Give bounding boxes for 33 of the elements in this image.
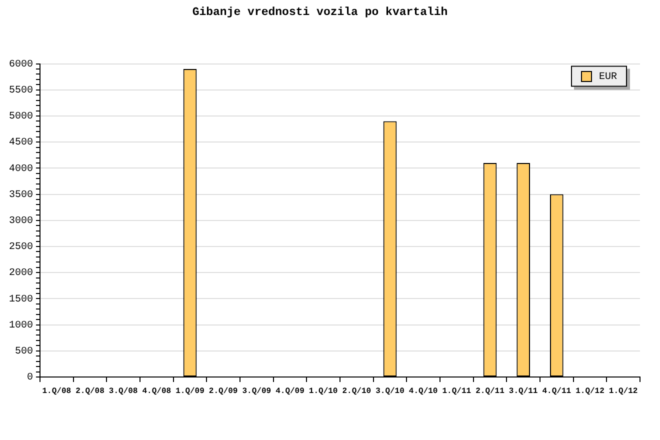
x-tick-label: 4.Q/08 [142,386,172,396]
x-tick-label: 3.Q/10 [376,386,405,396]
y-tick-label: 1500 [8,294,33,306]
x-tick-label: 1.Q/12 [608,386,638,396]
x-tick-label: 1.Q/11 [442,386,472,396]
y-tick-label: 3000 [8,216,33,228]
x-tick-label: 3.Q/11 [508,386,538,396]
x-tick-label: 3.Q/08 [108,386,138,396]
x-tick-label: 4.Q/11 [542,386,572,396]
x-tick-label: 1.Q/10 [308,386,338,396]
x-tick-label: 2.Q/10 [342,386,372,396]
y-tick-label: 5000 [8,112,33,123]
x-tick-label: 2.Q/09 [208,386,238,396]
y-tick-label: 4500 [8,138,33,149]
chart-title: Gibanje vrednosti vozila po kvartalih [192,6,448,19]
y-tick-label: 6000 [8,59,33,70]
y-tick-label: 2000 [8,268,33,280]
y-tick-label: 3500 [8,190,33,201]
x-tick-label: 1.Q/12 [576,386,605,396]
legend-label: EUR [599,72,618,83]
y-tick-label: 4000 [8,164,33,175]
x-tick-label: 2.Q/08 [76,386,105,396]
x-tick-label: 1.Q/08 [42,386,72,396]
y-tick-label: 500 [14,346,33,358]
x-tick-label: 1.Q/09 [176,386,205,396]
x-tick-label: 4.Q/09 [276,386,305,396]
x-tick-label: 3.Q/09 [242,386,272,396]
y-tick-label: 1000 [8,320,33,332]
y-tick-label: 5500 [8,86,33,97]
y-tick-label: 0 [26,372,33,384]
x-tick-label: 4.Q/10 [408,386,438,396]
y-tick-label: 2500 [8,242,33,254]
x-tick-label: 2.Q/11 [476,386,505,396]
